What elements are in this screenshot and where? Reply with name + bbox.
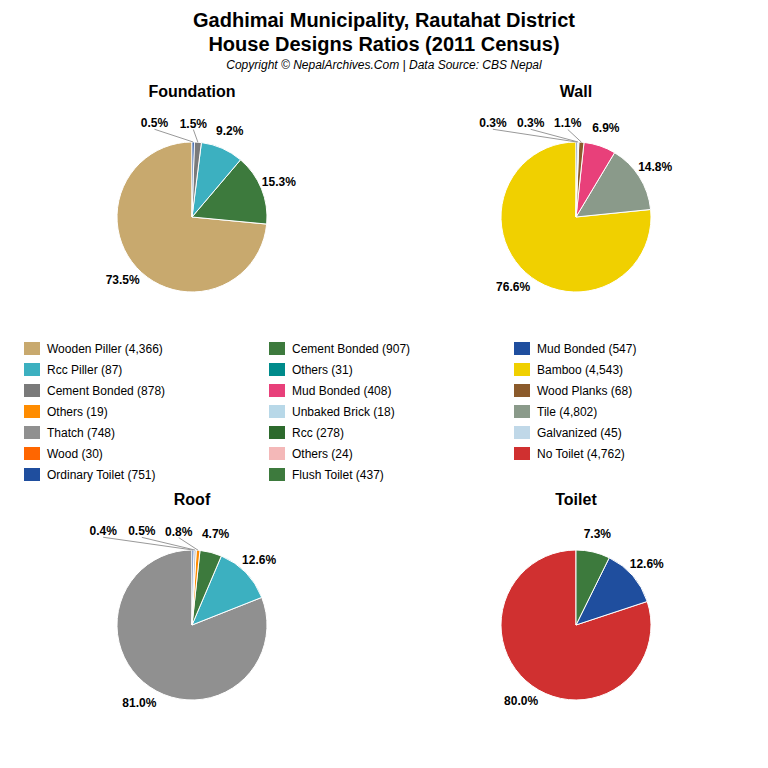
svg-text:6.9%: 6.9% xyxy=(592,121,620,135)
svg-text:4.7%: 4.7% xyxy=(202,527,230,541)
html-text:Foundation: Foundation xyxy=(148,83,236,100)
html-text:House Designs Ratios (2011 Cen: House Designs Ratios (2011 Census) xyxy=(208,33,560,55)
html-text:Galvanized (45): Galvanized (45) xyxy=(537,425,622,440)
svg-text:0.5%: 0.5% xyxy=(141,116,169,130)
html-text:Tile (4,802): Tile (4,802) xyxy=(537,404,598,419)
html-text:No Toilet (4,762): No Toilet (4,762) xyxy=(537,446,625,461)
html-text:Copyright © NepalArchives.Com: Copyright © NepalArchives.Com | Data Sou… xyxy=(226,58,542,72)
html-text:Wood (30): Wood (30) xyxy=(47,446,103,461)
html-text:Cement Bonded (878): Cement Bonded (878) xyxy=(47,383,166,398)
html-text:Others (19): Others (19) xyxy=(47,404,108,419)
html-text:Gadhimai Municipality, Rautaha: Gadhimai Municipality, Rautahat District xyxy=(193,9,575,31)
svg-text:76.6%: 76.6% xyxy=(496,280,530,294)
html-text:Cement Bonded (907): Cement Bonded (907) xyxy=(292,341,411,356)
html-text:Mud Bonded (408): Mud Bonded (408) xyxy=(292,383,392,398)
svg-text:1.1%: 1.1% xyxy=(554,116,582,130)
html-text:Others (24): Others (24) xyxy=(292,446,353,461)
svg-text:80.0%: 80.0% xyxy=(504,694,538,708)
html-text:Others (31): Others (31) xyxy=(292,362,353,377)
svg-text:12.6%: 12.6% xyxy=(242,553,276,567)
html-text:Rcc Piller (87): Rcc Piller (87) xyxy=(47,362,123,377)
svg-text:9.2%: 9.2% xyxy=(216,124,244,138)
svg-text:12.6%: 12.6% xyxy=(630,557,664,571)
svg-text:0.3%: 0.3% xyxy=(479,116,507,130)
svg-text:14.8%: 14.8% xyxy=(638,160,672,174)
svg-text:7.3%: 7.3% xyxy=(584,527,612,541)
html-text:Wood Planks (68): Wood Planks (68) xyxy=(537,383,633,398)
svg-text:81.0%: 81.0% xyxy=(122,696,156,710)
html-text:Rcc (278): Rcc (278) xyxy=(292,425,344,440)
svg-text:0.4%: 0.4% xyxy=(89,524,117,538)
svg-text:0.8%: 0.8% xyxy=(165,525,193,539)
html-text:Bamboo (4,543): Bamboo (4,543) xyxy=(537,362,624,377)
svg-text:0.5%: 0.5% xyxy=(128,524,156,538)
svg-text:1.5%: 1.5% xyxy=(180,117,208,131)
svg-text:15.3%: 15.3% xyxy=(262,175,296,189)
html-text:Wall: Wall xyxy=(559,83,593,100)
html-text:Toilet: Toilet xyxy=(555,491,597,508)
html-text:Unbaked Brick (18): Unbaked Brick (18) xyxy=(292,404,395,419)
html-text:Roof: Roof xyxy=(173,491,211,508)
html-text:Mud Bonded (547): Mud Bonded (547) xyxy=(537,341,637,356)
html-text:Thatch (748): Thatch (748) xyxy=(47,425,115,440)
svg-text:0.3%: 0.3% xyxy=(517,116,545,130)
html-text:Flush Toilet (437): Flush Toilet (437) xyxy=(292,467,384,482)
html-text:Wooden Piller (4,366): Wooden Piller (4,366) xyxy=(47,341,163,356)
svg-text:73.5%: 73.5% xyxy=(106,273,140,287)
html-text:Ordinary Toilet (751): Ordinary Toilet (751) xyxy=(47,467,156,482)
